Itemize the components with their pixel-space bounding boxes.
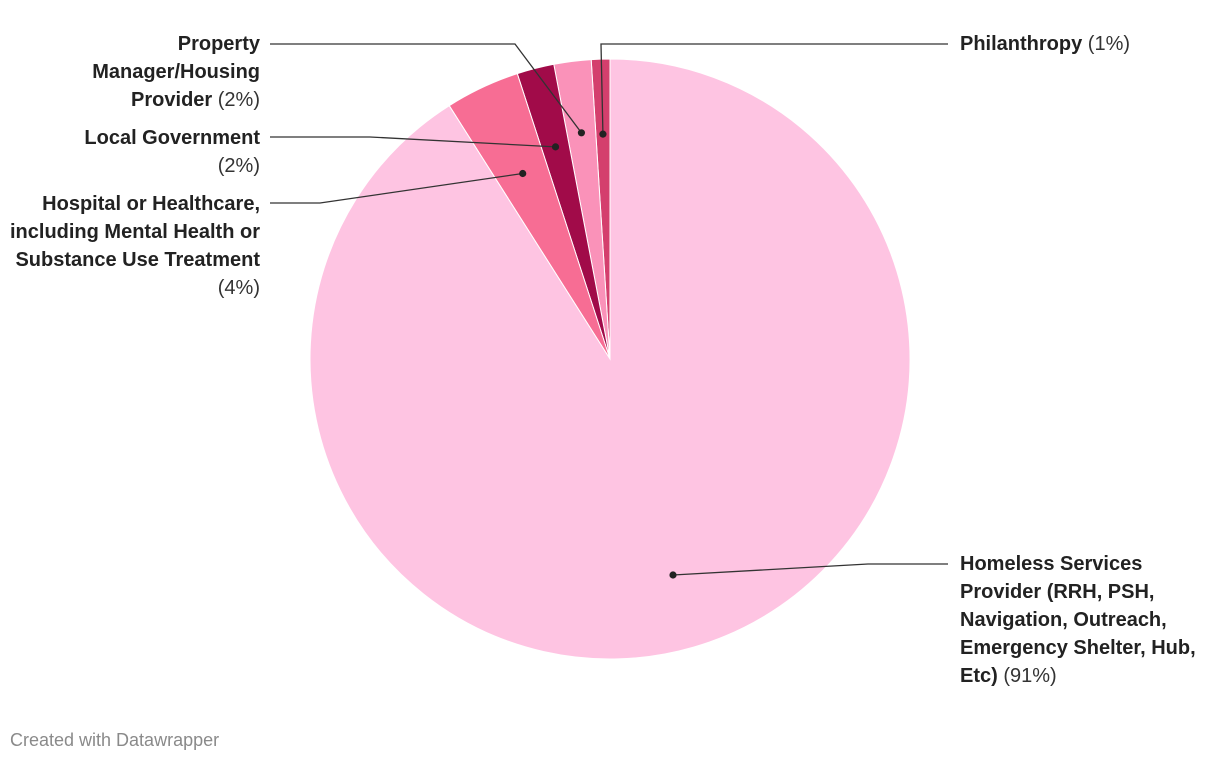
credit-text: Created with Datawrapper — [10, 730, 220, 750]
label-property-manager-name: Property Manager/Housing Provider — [92, 33, 260, 111]
label-local-government-name: Local Government — [84, 127, 260, 149]
leader-local-government-dot — [551, 143, 560, 151]
label-homeless-services-name: Homeless Services Provider (RRH, PSH, Na… — [960, 553, 1196, 687]
label-homeless-services-percent: (91%) — [1003, 665, 1057, 687]
label-local-government: Local Government (2%) — [40, 124, 260, 180]
pie-slice-0 — [309, 58, 911, 660]
label-philanthropy-name: Philanthropy — [960, 33, 1083, 55]
leader-hospital-healthcare — [270, 172, 523, 204]
leader-philanthropy-dot — [599, 130, 607, 138]
leader-local-government — [270, 136, 556, 148]
label-homeless-services: Homeless Services Provider (RRH, PSH, Na… — [960, 550, 1200, 690]
label-hospital-healthcare-name: Hospital or Healthcare, including Mental… — [9, 193, 260, 271]
leader-property-manager — [270, 43, 582, 134]
label-philanthropy-percent: (1%) — [1087, 33, 1131, 55]
label-property-manager: Property Manager/Housing Provider (2%) — [40, 30, 260, 114]
label-property-manager-percent: (2%) — [217, 89, 260, 111]
label-philanthropy: Philanthropy (1%) — [960, 30, 1200, 58]
pie-slices — [309, 58, 911, 660]
label-hospital-healthcare-percent: (4%) — [217, 277, 260, 299]
label-hospital-healthcare: Hospital or Healthcare, including Mental… — [0, 190, 260, 302]
leader-hospital-healthcare-dot — [519, 169, 527, 178]
leader-philanthropy — [600, 43, 948, 135]
leader-homeless-services — [672, 563, 948, 576]
leader-homeless-services-dot — [669, 571, 677, 579]
leader-property-manager-dot — [577, 129, 586, 137]
leader-lines — [270, 43, 948, 579]
label-local-government-percent: (2%) — [217, 155, 260, 177]
